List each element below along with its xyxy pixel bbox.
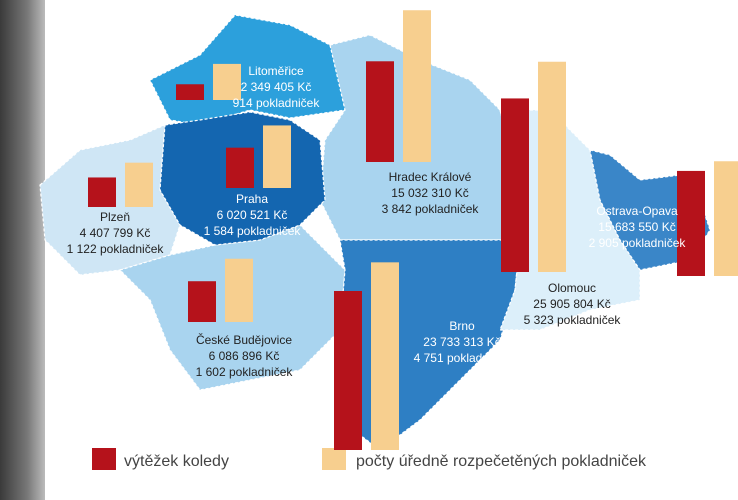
count-label: 1 122 pokladniček [67, 242, 165, 256]
count-label: 914 pokladniček [233, 96, 321, 110]
amount-bar [501, 98, 529, 272]
amount-label: 4 407 799 Kč [80, 226, 151, 240]
count-bar [403, 10, 431, 162]
amount-bar [88, 177, 116, 207]
legend-label: počty úředně rozpečetěných pokladniček [356, 453, 647, 470]
amount-bar [677, 171, 705, 276]
amount-label: 25 905 804 Kč [533, 297, 610, 311]
count-label: 1 602 pokladniček [196, 365, 294, 379]
amount-label: 6 020 521 Kč [217, 208, 288, 222]
count-label: 2 905 pokladniček [589, 236, 687, 250]
amount-bar [366, 61, 394, 162]
region-name: České Budějovice [196, 332, 292, 347]
photo-strip [0, 0, 45, 500]
count-bar [538, 62, 566, 272]
region-name: Brno [449, 319, 475, 333]
amount-label: 6 086 896 Kč [209, 349, 280, 363]
amount-label: 15 032 310 Kč [391, 186, 468, 200]
legend: výtěžek koledy počty úředně rozpečetěnýc… [92, 448, 647, 470]
count-bar [125, 163, 153, 207]
amount-label: 23 733 313 Kč [423, 335, 500, 349]
count-bar [371, 262, 399, 450]
count-bar [714, 161, 738, 276]
amount-label: 2 349 405 Kč [241, 80, 312, 94]
amount-bar [334, 291, 362, 450]
amount-bar [188, 281, 216, 322]
amount-bar [176, 84, 204, 100]
count-bar [225, 259, 253, 322]
region-name: Olomouc [548, 281, 596, 295]
region-name: Hradec Králové [389, 170, 472, 184]
count-label: 1 584 pokladniček [204, 224, 302, 238]
count-bar [263, 125, 291, 188]
region-name: Ostrava-Opava [596, 204, 678, 218]
amount-bar [226, 148, 254, 188]
legend-swatch [92, 448, 116, 470]
map-chart: výtěžek koledy počty úředně rozpečetěnýc… [0, 0, 738, 500]
legend-label: výtěžek koledy [124, 453, 229, 470]
count-label: 5 323 pokladniček [524, 313, 622, 327]
amount-label: 15 683 550 Kč [598, 220, 675, 234]
region-name: Praha [236, 192, 268, 206]
region-name: Litoměřice [248, 64, 304, 78]
count-bar [213, 64, 241, 100]
count-label: 4 751 pokladniček [414, 351, 512, 365]
region-name: Plzeň [100, 210, 130, 224]
legend-swatch [322, 448, 346, 470]
count-label: 3 842 pokladniček [382, 202, 480, 216]
